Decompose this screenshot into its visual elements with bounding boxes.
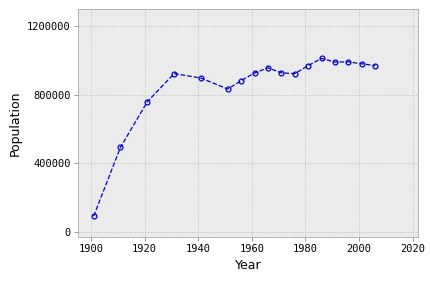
X-axis label: Year: Year [234, 260, 261, 273]
Y-axis label: Population: Population [8, 90, 21, 155]
